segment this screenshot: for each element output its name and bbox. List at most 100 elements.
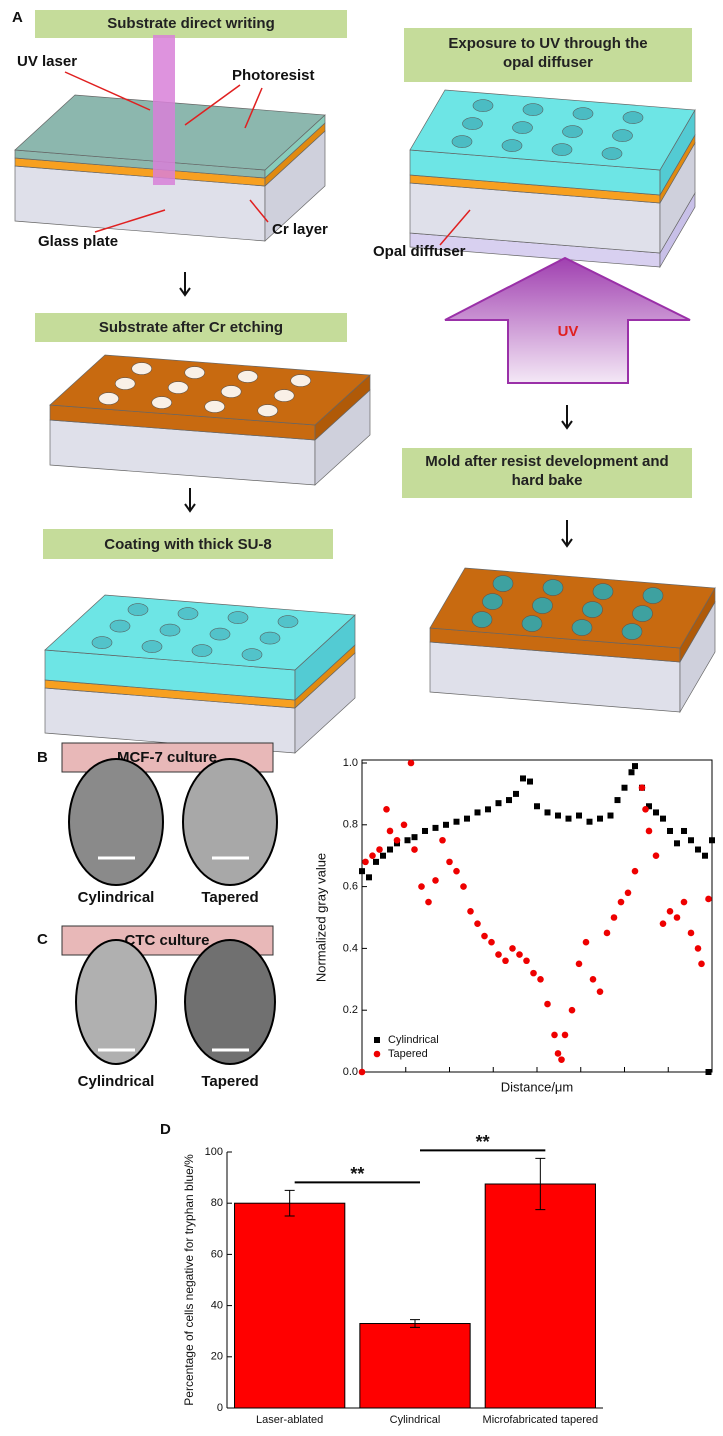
point <box>576 961 583 968</box>
panel-label: C <box>37 931 48 948</box>
point <box>454 819 460 825</box>
label: Glass plate <box>38 233 118 250</box>
point <box>639 784 646 791</box>
feature <box>242 649 262 661</box>
label: Cr layer <box>272 221 328 238</box>
point <box>698 961 705 968</box>
significance-mark: ** <box>476 1132 490 1152</box>
point <box>625 889 632 896</box>
feature <box>463 118 483 130</box>
feature <box>552 144 572 156</box>
x-axis-label: Distance/μm <box>501 1079 574 1094</box>
point <box>544 1001 551 1008</box>
point <box>590 976 597 983</box>
point <box>660 816 666 822</box>
feature <box>258 405 278 417</box>
feature <box>622 624 642 640</box>
point <box>632 868 639 875</box>
label: UV <box>558 323 579 340</box>
label: Tapered <box>201 1073 258 1090</box>
feature <box>483 594 503 610</box>
point <box>485 806 491 812</box>
feature <box>132 363 152 375</box>
y-axis-label: Percentage of cells negative for tryphan… <box>182 1154 196 1406</box>
feature <box>493 576 513 592</box>
y-axis-label: Normalized gray value <box>313 853 328 982</box>
label: Cylindrical <box>78 1073 155 1090</box>
point <box>674 914 681 921</box>
point <box>513 791 519 797</box>
feature <box>110 620 130 632</box>
label: Tapered <box>201 889 258 906</box>
point <box>530 970 537 977</box>
feature <box>473 100 493 112</box>
point <box>474 920 481 927</box>
point <box>646 828 653 835</box>
feature <box>221 386 241 398</box>
point <box>520 775 526 781</box>
feature <box>522 616 542 632</box>
panel-label: D <box>160 1121 171 1138</box>
point <box>622 785 628 791</box>
x-tick-label: Cylindrical <box>390 1414 441 1426</box>
point <box>523 957 530 964</box>
point <box>555 813 561 819</box>
point <box>443 822 449 828</box>
point <box>608 813 614 819</box>
point <box>425 899 432 906</box>
step-title: Substrate direct writing <box>107 15 275 32</box>
point <box>702 853 708 859</box>
legend-marker <box>374 1037 380 1043</box>
point <box>576 813 582 819</box>
y-tick-label: 0.4 <box>343 942 358 954</box>
y-tick-label: 20 <box>211 1351 223 1363</box>
y-tick-label: 0.2 <box>343 1004 358 1016</box>
point <box>545 809 551 815</box>
bar <box>485 1184 595 1408</box>
point <box>534 803 540 809</box>
feature <box>278 616 298 628</box>
significance-mark: ** <box>350 1164 364 1184</box>
point <box>583 939 590 946</box>
uv-arrow <box>445 258 690 383</box>
point <box>495 951 502 958</box>
micrograph <box>76 940 156 1064</box>
feature <box>623 112 643 124</box>
point <box>653 852 660 859</box>
feature <box>238 371 258 383</box>
point <box>405 837 411 843</box>
point <box>660 920 667 927</box>
point <box>653 809 659 815</box>
bar <box>235 1203 345 1408</box>
feature <box>502 140 522 152</box>
point <box>681 828 687 834</box>
feature <box>92 637 112 649</box>
point <box>674 840 680 846</box>
legend-label: Cylindrical <box>388 1034 439 1046</box>
point <box>467 908 474 915</box>
feature <box>563 126 583 138</box>
feature <box>291 375 311 387</box>
feature <box>452 136 472 148</box>
point <box>475 809 481 815</box>
point <box>597 816 603 822</box>
point <box>597 988 604 995</box>
point <box>506 797 512 803</box>
point <box>537 976 544 983</box>
figure: A Substrate direct writing Exposure to U… <box>0 0 723 1431</box>
point <box>516 951 523 958</box>
point <box>488 939 495 946</box>
feature <box>205 401 225 413</box>
point <box>411 846 418 853</box>
point <box>376 846 383 853</box>
point <box>387 828 394 835</box>
point <box>433 825 439 831</box>
point <box>418 883 425 890</box>
bar <box>360 1324 470 1408</box>
feature <box>142 641 162 653</box>
label: UV laser <box>17 53 77 70</box>
feature <box>573 108 593 120</box>
point <box>422 828 428 834</box>
point <box>618 899 625 906</box>
point <box>408 760 415 767</box>
